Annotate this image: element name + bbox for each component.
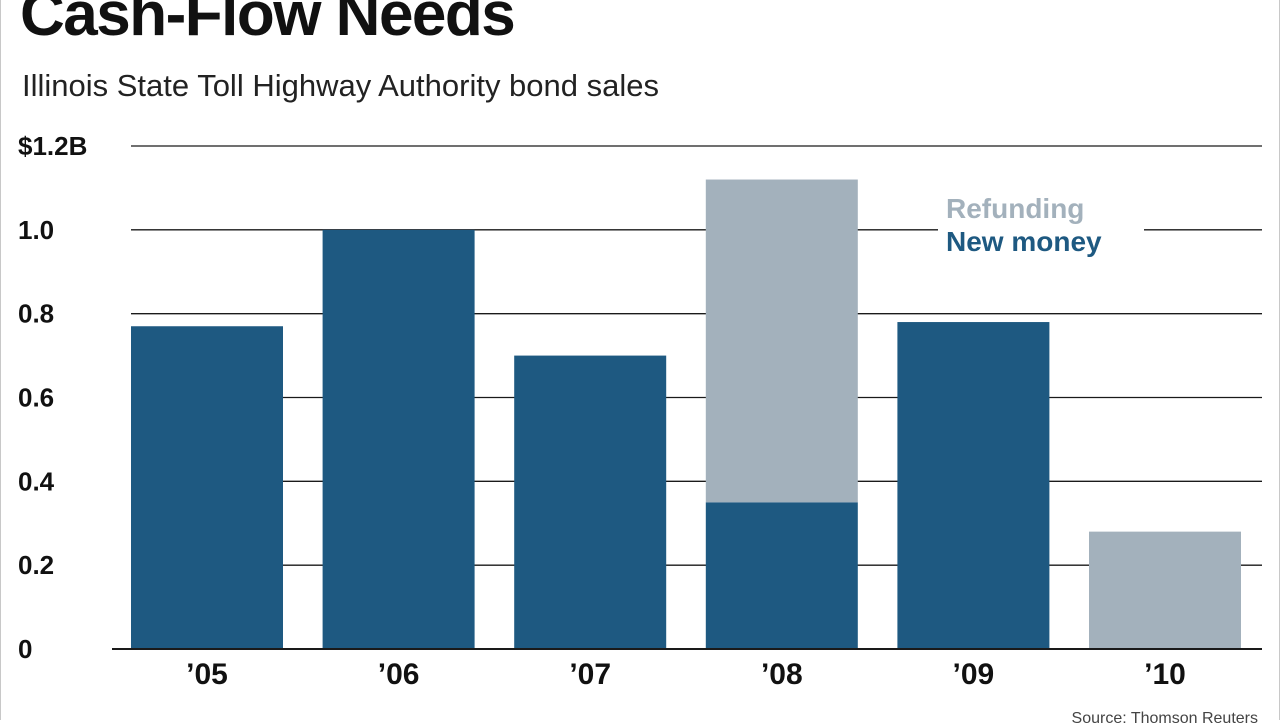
x-tick-label: ’07	[569, 658, 611, 691]
x-tick-label: ’05	[186, 658, 228, 691]
x-tick-label: ’06	[378, 658, 420, 691]
chart-subtitle: Illinois State Toll Highway Authority bo…	[22, 68, 659, 103]
x-tick-label: ’08	[761, 658, 803, 691]
legend-label-new-money: New money	[946, 226, 1102, 257]
x-tick-label: ’09	[953, 658, 995, 691]
x-tick-label: ’10	[1144, 658, 1186, 691]
bar-new-money	[705, 502, 858, 649]
bar-new-money	[131, 326, 283, 649]
chart-title: Cash-Flow Needs	[20, 0, 516, 49]
y-tick-label: 1.0	[18, 215, 54, 245]
y-tick-label: 0.6	[18, 383, 54, 413]
y-tick-label: $1.2B	[18, 131, 87, 161]
bar-new-money	[514, 355, 667, 649]
y-tick-label: 0.4	[18, 466, 55, 496]
bar-refunding	[1089, 531, 1241, 649]
y-tick-label: 0.8	[18, 299, 54, 329]
bar-new-money	[897, 322, 1050, 649]
bar-new-money	[322, 229, 475, 650]
y-tick-label: 0.2	[18, 550, 54, 580]
legend-label-refunding: Refunding	[946, 193, 1084, 224]
bar-refunding	[705, 179, 858, 503]
source-note: Source: Thomson Reuters	[1071, 710, 1258, 727]
legend-background	[938, 188, 1144, 260]
y-tick-label: 0	[18, 634, 32, 664]
